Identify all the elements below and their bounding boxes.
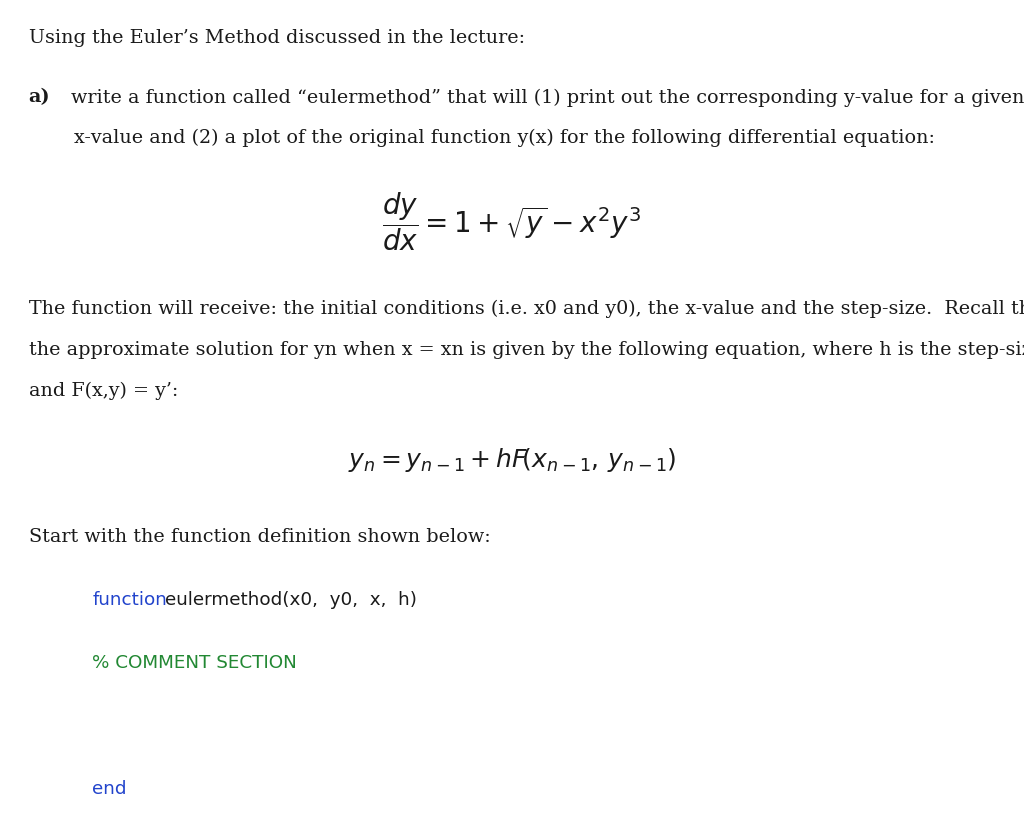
Text: write a function called “eulermethod” that will (1) print out the corresponding : write a function called “eulermethod” th… [71, 88, 1024, 107]
Text: Start with the function definition shown below:: Start with the function definition shown… [29, 528, 490, 546]
Text: x-value and (2) a plot of the original function y(x) for the following different: x-value and (2) a plot of the original f… [74, 129, 935, 148]
Text: end: end [92, 780, 127, 798]
Text: and F(x,y) = y’:: and F(x,y) = y’: [29, 382, 178, 399]
Text: eulermethod(x0,  y0,  x,  h): eulermethod(x0, y0, x, h) [165, 591, 417, 609]
Text: a): a) [29, 88, 50, 107]
Text: the approximate solution for yn when x = xn is given by the following equation, : the approximate solution for yn when x =… [29, 341, 1024, 358]
Text: % COMMENT SECTION: % COMMENT SECTION [92, 654, 297, 672]
Text: $y_n = y_{n-1} + hF\!\left(x_{n-1},\,y_{n-1}\right)$: $y_n = y_{n-1} + hF\!\left(x_{n-1},\,y_{… [348, 446, 676, 474]
Text: $\dfrac{dy}{dx} = 1 + \sqrt{y} - x^2 y^3$: $\dfrac{dy}{dx} = 1 + \sqrt{y} - x^2 y^3… [382, 190, 642, 253]
Text: Using the Euler’s Method discussed in the lecture:: Using the Euler’s Method discussed in th… [29, 29, 524, 47]
Text: function: function [92, 591, 167, 609]
Text: The function will receive: the initial conditions (i.e. x0 and y0), the x-value : The function will receive: the initial c… [29, 300, 1024, 318]
